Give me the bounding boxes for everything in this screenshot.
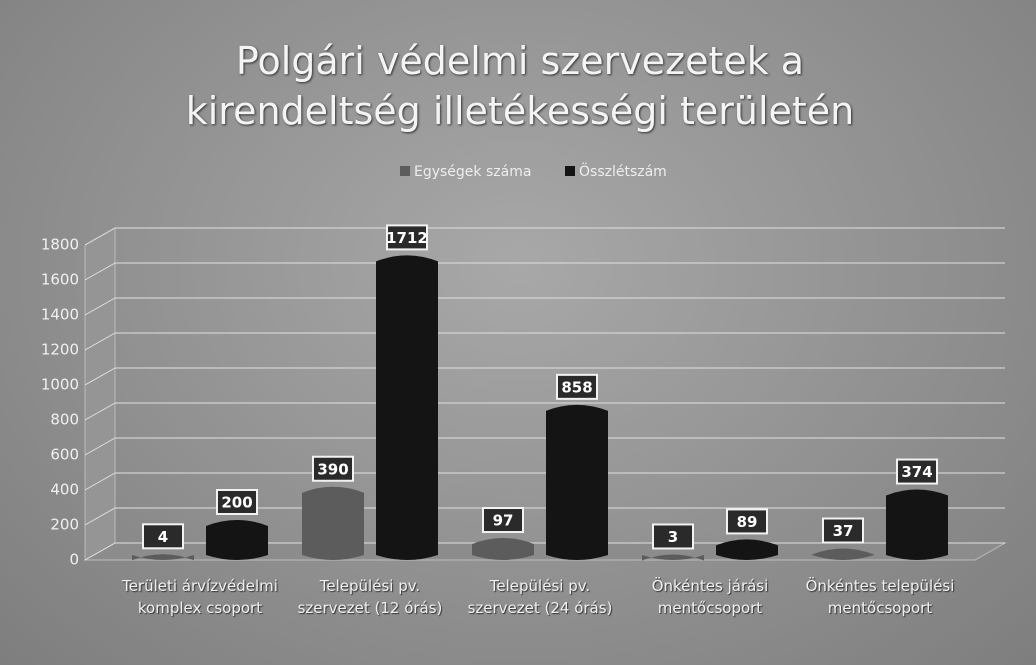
data-label-text: 37 xyxy=(833,522,854,540)
bar xyxy=(132,554,194,561)
data-label-box xyxy=(142,523,184,550)
data-label-text: 390 xyxy=(317,460,348,478)
legend-swatch xyxy=(565,166,575,176)
legend-label: Egységek száma xyxy=(414,164,531,180)
bar xyxy=(642,554,704,561)
legend: Egységek száma Összlétszám xyxy=(400,162,667,180)
legend-swatch xyxy=(400,166,410,176)
data-label-text: 200 xyxy=(221,494,252,512)
data-label-text: 89 xyxy=(737,513,758,531)
data-label-text: 3 xyxy=(668,528,678,546)
y-tick-label: 200 xyxy=(50,516,79,534)
grid-line-wall xyxy=(84,227,116,246)
bar xyxy=(812,548,874,560)
data-label: 858 xyxy=(556,373,598,400)
bar xyxy=(376,255,438,560)
data-label-box xyxy=(652,523,694,550)
grid-line-wall xyxy=(84,437,116,456)
data-label-text: 858 xyxy=(561,378,592,396)
data-label: 89 xyxy=(726,508,768,535)
data-label: 200 xyxy=(216,489,258,515)
data-label-box xyxy=(822,517,864,544)
grid-line xyxy=(84,437,1005,456)
y-tick-label: 1200 xyxy=(41,341,79,359)
data-label: 390 xyxy=(312,455,354,482)
grid-line xyxy=(84,332,1005,351)
data-label: 1712 xyxy=(386,224,428,251)
data-label-text: 4 xyxy=(158,528,168,546)
data-label: 3 xyxy=(652,523,694,550)
data-label-text: 97 xyxy=(493,512,514,530)
data-label-box xyxy=(312,455,354,482)
data-label-box xyxy=(216,489,258,515)
grid-line-wall xyxy=(84,507,116,526)
grid-line xyxy=(84,472,1005,491)
x-tick-label: Települési pv. szervezet (12 órás) xyxy=(297,577,443,617)
data-label-box xyxy=(482,507,524,534)
y-tick-label: 400 xyxy=(50,481,79,499)
grid-line-wall xyxy=(84,332,116,351)
x-tick-label: Önkéntes települési mentőcsoport xyxy=(805,577,955,617)
bar xyxy=(472,538,534,560)
data-label-box xyxy=(726,508,768,535)
chart-title: Polgári védelmi szervezetek a kirendelts… xyxy=(185,39,855,133)
x-tick-label: Települési pv. szervezet (24 órás) xyxy=(467,577,613,617)
data-label: 4 xyxy=(142,523,184,550)
y-tick-label: 1800 xyxy=(41,236,79,254)
data-label-text: 374 xyxy=(901,463,932,481)
data-label-box xyxy=(556,373,598,400)
x-tick-label: Területi árvízvédelmi komplex csoport xyxy=(122,577,278,617)
grid-line-wall xyxy=(84,367,116,386)
bar xyxy=(886,489,948,560)
x-tick-label: Önkéntes járási mentőcsoport xyxy=(651,577,769,617)
data-label-box xyxy=(896,458,938,485)
grid-line-wall xyxy=(84,542,116,561)
bar xyxy=(546,404,608,560)
grid-line-wall xyxy=(84,297,116,316)
y-tick-label: 600 xyxy=(50,446,79,464)
data-label-text: 1712 xyxy=(386,229,428,247)
grid-line xyxy=(84,297,1005,316)
grid-line xyxy=(84,262,1005,281)
grid-line xyxy=(84,402,1005,421)
legend-label: Összlétszám xyxy=(579,162,667,180)
y-tick-label: 1000 xyxy=(41,376,79,394)
data-label: 37 xyxy=(822,517,864,544)
y-tick-label: 800 xyxy=(50,411,79,429)
bar xyxy=(206,520,268,560)
y-tick-label: 0 xyxy=(69,551,79,569)
bar xyxy=(716,539,778,560)
grid-line-wall xyxy=(84,402,116,421)
data-label: 97 xyxy=(482,507,524,534)
data-label: 374 xyxy=(896,458,938,485)
data-label-box xyxy=(386,224,428,251)
grid-line-wall xyxy=(84,262,116,281)
y-tick-label: 1400 xyxy=(41,306,79,324)
grid-line xyxy=(84,227,1005,246)
grid-line xyxy=(84,367,1005,386)
y-tick-label: 1600 xyxy=(41,271,79,289)
grid-line-wall xyxy=(84,472,116,491)
bar xyxy=(302,486,364,560)
